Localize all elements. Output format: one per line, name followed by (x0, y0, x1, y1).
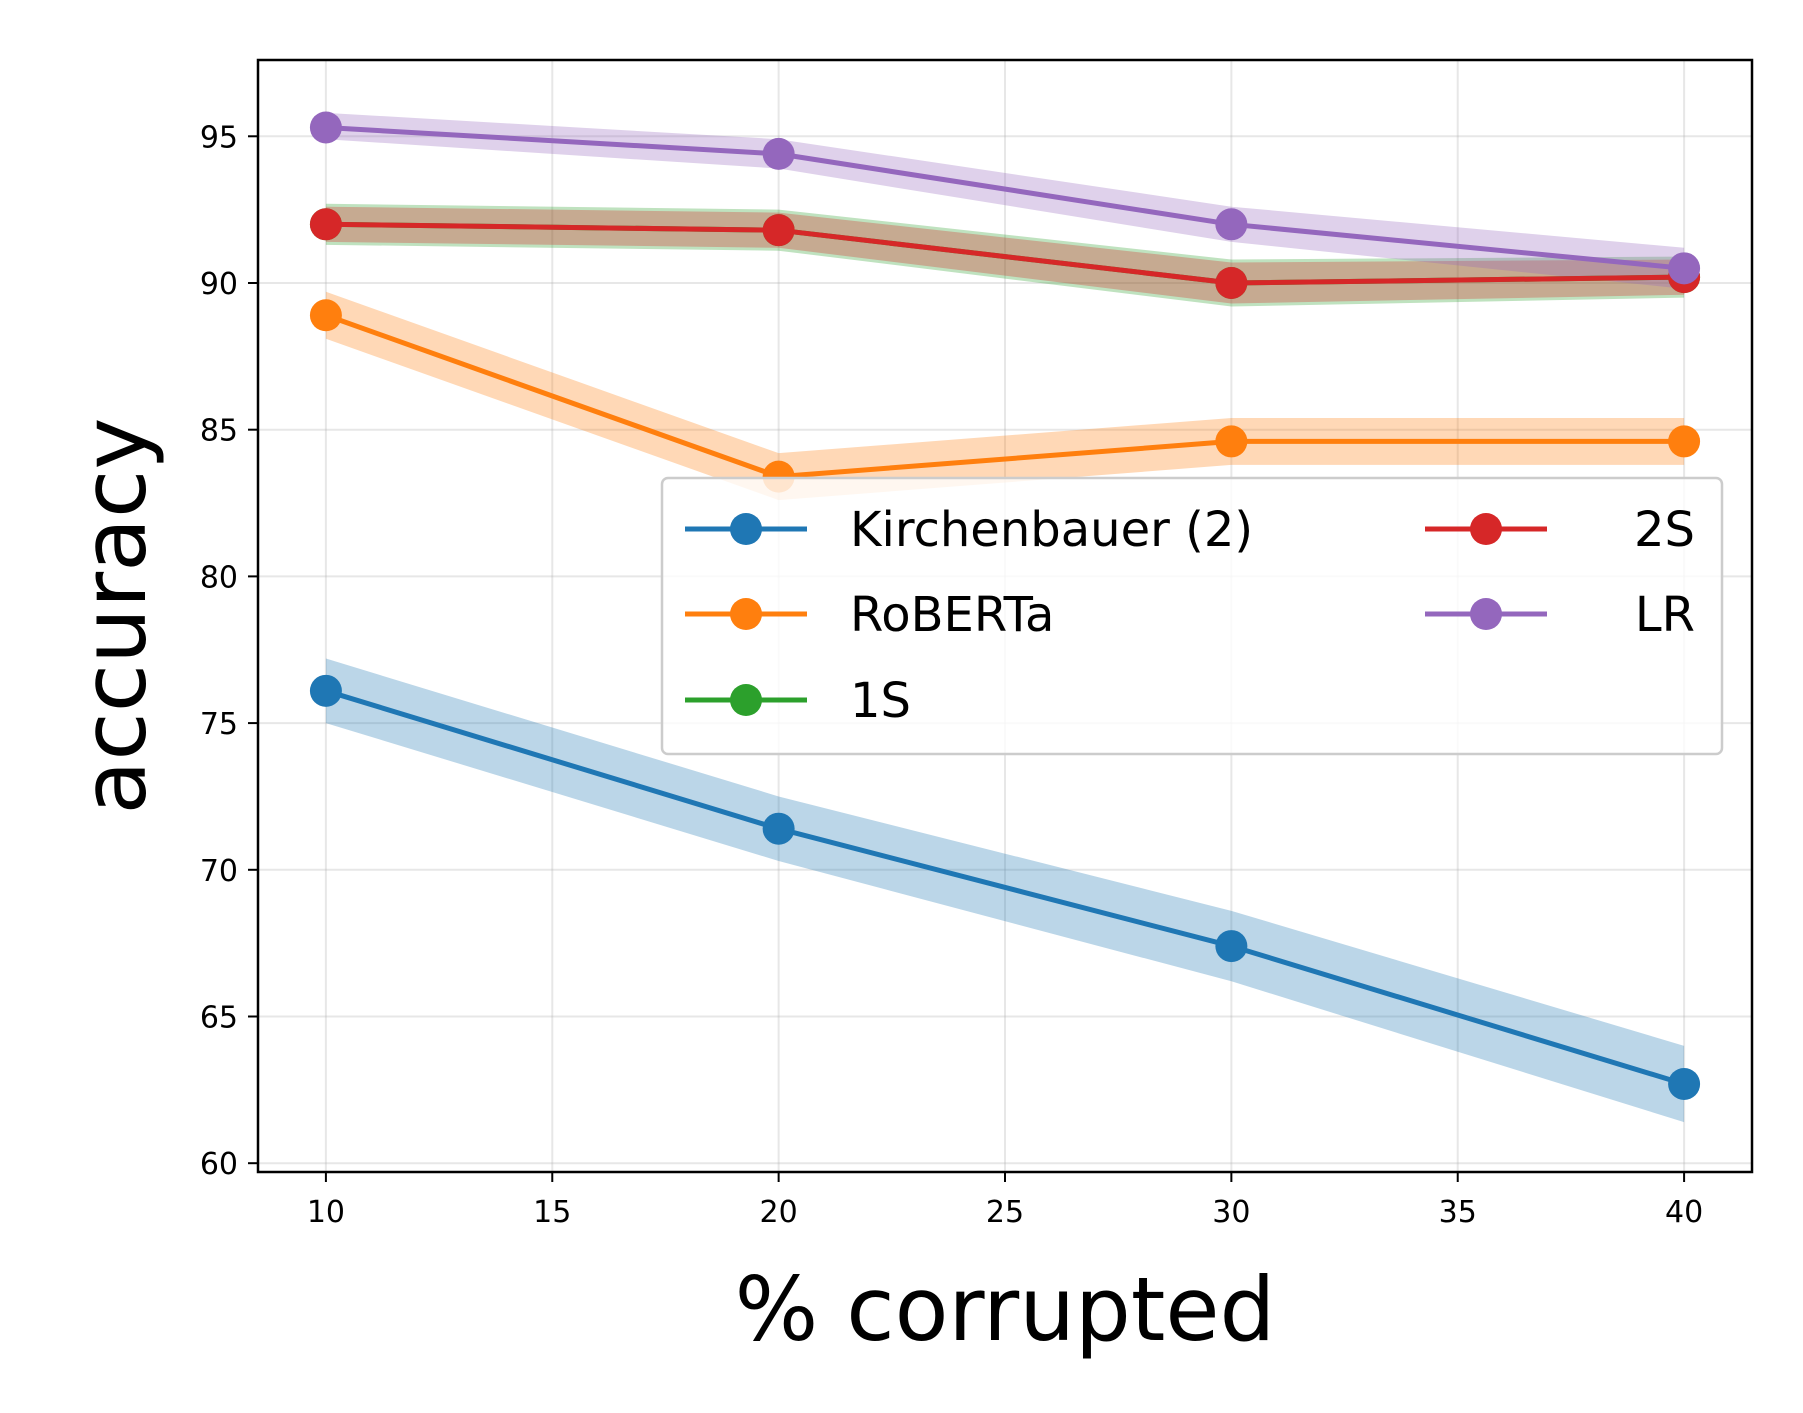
legend-box (660, 476, 1724, 756)
x-tick-label: 10 (307, 1195, 345, 1230)
series-kirchenbauer-2 (309, 674, 1701, 1100)
point-roberta (1668, 425, 1701, 458)
line-kirchenbauer-2 (325, 688, 1685, 1087)
legend-marker (1470, 513, 1502, 545)
y-axis-title: accuracy (63, 417, 166, 814)
band-lr (325, 112, 1685, 289)
y-tick-label: 90 (200, 267, 238, 302)
point-lr (1668, 252, 1701, 285)
point-roberta (309, 299, 342, 332)
band-roberta (325, 291, 1685, 501)
legend-marker (1470, 598, 1502, 630)
point-kirchenbauer-2 (309, 674, 342, 707)
point-2s (1215, 266, 1248, 299)
point-kirchenbauer-2 (1668, 1067, 1701, 1100)
series-lines (309, 111, 1701, 1100)
x-tick-label: 15 (533, 1195, 571, 1230)
x-tick-label: 35 (1439, 1195, 1477, 1230)
x-tick-label: 20 (760, 1195, 798, 1230)
legend-label: Kirchenbauer (2) (850, 502, 1253, 558)
y-tick-label: 65 (200, 1000, 238, 1035)
y-tick-label: 95 (200, 120, 238, 155)
x-tick-label: 25 (986, 1195, 1024, 1230)
point-lr (762, 137, 795, 170)
legend-marker (730, 598, 762, 630)
y-tick-label: 60 (200, 1147, 238, 1182)
line-roberta (325, 312, 1685, 480)
axis-ticks: 10 15 20 25 30 35 40 60 65 70 75 80 85 90 95 (200, 120, 1703, 1230)
line-2s (325, 221, 1685, 286)
y-tick-label: 70 (200, 854, 238, 889)
x-tick-label: 40 (1665, 1195, 1703, 1230)
point-roberta (1215, 425, 1248, 458)
legend-marker (730, 684, 762, 716)
legend-entry-2s: 2S (1425, 502, 1695, 558)
point-lr (309, 111, 342, 144)
point-lr (1215, 208, 1248, 241)
x-tick-label: 30 (1212, 1195, 1250, 1230)
legend-label: 2S (1634, 502, 1695, 558)
point-2s (309, 208, 342, 241)
legend-label: LR (1635, 587, 1695, 643)
y-tick-label: 75 (200, 707, 238, 742)
line-lr (325, 124, 1685, 271)
point-kirchenbauer-2 (1215, 930, 1248, 963)
series-roberta (309, 299, 1701, 493)
band-kirchenbauer-2 (325, 658, 1685, 1123)
y-tick-label: 85 (200, 414, 238, 449)
legend-marker (730, 513, 762, 545)
legend-entry-1s: 1S (685, 673, 911, 729)
legend-label: RoBERTa (850, 587, 1054, 643)
legend-entry-kirchenbauer-2: Kirchenbauer (2) (685, 502, 1253, 558)
legend: Kirchenbauer (2) RoBERTa 1S 2S LR (660, 476, 1724, 756)
legend-entry-lr: LR (1425, 587, 1695, 643)
series-lr (309, 111, 1701, 285)
point-2s (762, 214, 795, 247)
legend-label: 1S (850, 673, 911, 729)
x-axis-title: % corrupted (735, 1258, 1276, 1361)
point-kirchenbauer-2 (762, 812, 795, 845)
y-tick-label: 80 (200, 560, 238, 595)
legend-entry-roberta: RoBERTa (685, 587, 1054, 643)
